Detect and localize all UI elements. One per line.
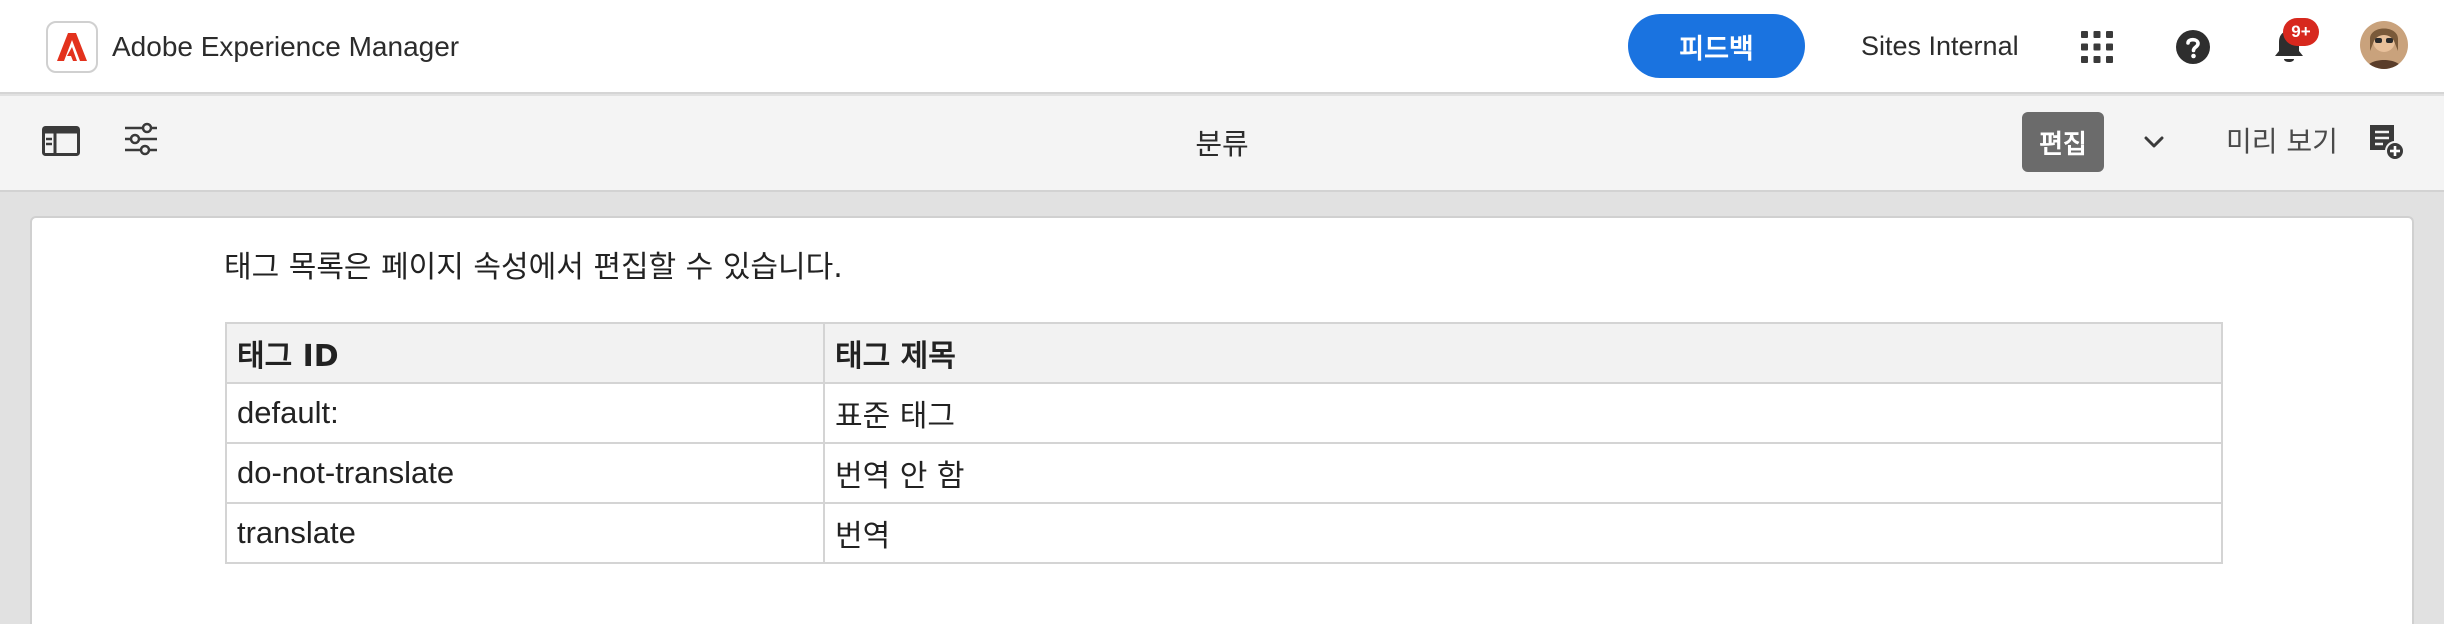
tag-title-cell: 번역 — [823, 502, 2223, 564]
annotate-icon[interactable] — [2364, 120, 2408, 164]
table-row: default: 표준 태그 — [225, 382, 2223, 444]
intro-text: 태그 목록은 페이지 속성에서 편집할 수 있습니다. — [224, 250, 843, 285]
table-row: translate 번역 — [225, 502, 2223, 564]
chevron-down-icon[interactable] — [2134, 122, 2174, 162]
column-header-tag-id: 태그 ID — [225, 322, 825, 384]
site-switcher[interactable]: Sites Internal — [1861, 31, 2019, 61]
tag-title-cell: 표준 태그 — [823, 382, 2223, 444]
page-properties-icon[interactable] — [120, 118, 162, 160]
notification-badge: 9+ — [2283, 18, 2319, 46]
tag-id-cell: translate — [225, 502, 825, 564]
adobe-logo[interactable] — [46, 21, 98, 73]
page-content-card: 태그 목록은 페이지 속성에서 편집할 수 있습니다. 태그 ID 태그 제목 … — [30, 216, 2414, 624]
top-header: Adobe Experience Manager 피드백 Sites Inter… — [0, 0, 2444, 94]
feedback-button[interactable]: 피드백 — [1628, 14, 1805, 78]
editor-toolbar: 분류 편집 미리 보기 — [0, 96, 2444, 192]
tag-id-cell: default: — [225, 382, 825, 444]
table-row: do-not-translate 번역 안 함 — [225, 442, 2223, 504]
side-panel-icon[interactable] — [40, 120, 82, 162]
edit-mode-button[interactable]: 편집 — [2022, 112, 2104, 172]
apps-grid-icon[interactable] — [2076, 26, 2118, 68]
table-header-row: 태그 ID 태그 제목 — [225, 322, 2223, 384]
page-title: 분류 — [1195, 127, 1249, 161]
column-header-tag-title: 태그 제목 — [823, 322, 2223, 384]
tags-table: 태그 ID 태그 제목 default: 표준 태그 do-not-transl… — [225, 322, 2223, 564]
app-title: Adobe Experience Manager — [112, 31, 460, 62]
avatar[interactable] — [2360, 21, 2408, 69]
tag-id-cell: do-not-translate — [225, 442, 825, 504]
preview-button[interactable]: 미리 보기 — [2226, 125, 2338, 158]
help-icon[interactable] — [2172, 26, 2214, 68]
tag-title-cell: 번역 안 함 — [823, 442, 2223, 504]
adobe-logo-icon — [57, 33, 87, 61]
